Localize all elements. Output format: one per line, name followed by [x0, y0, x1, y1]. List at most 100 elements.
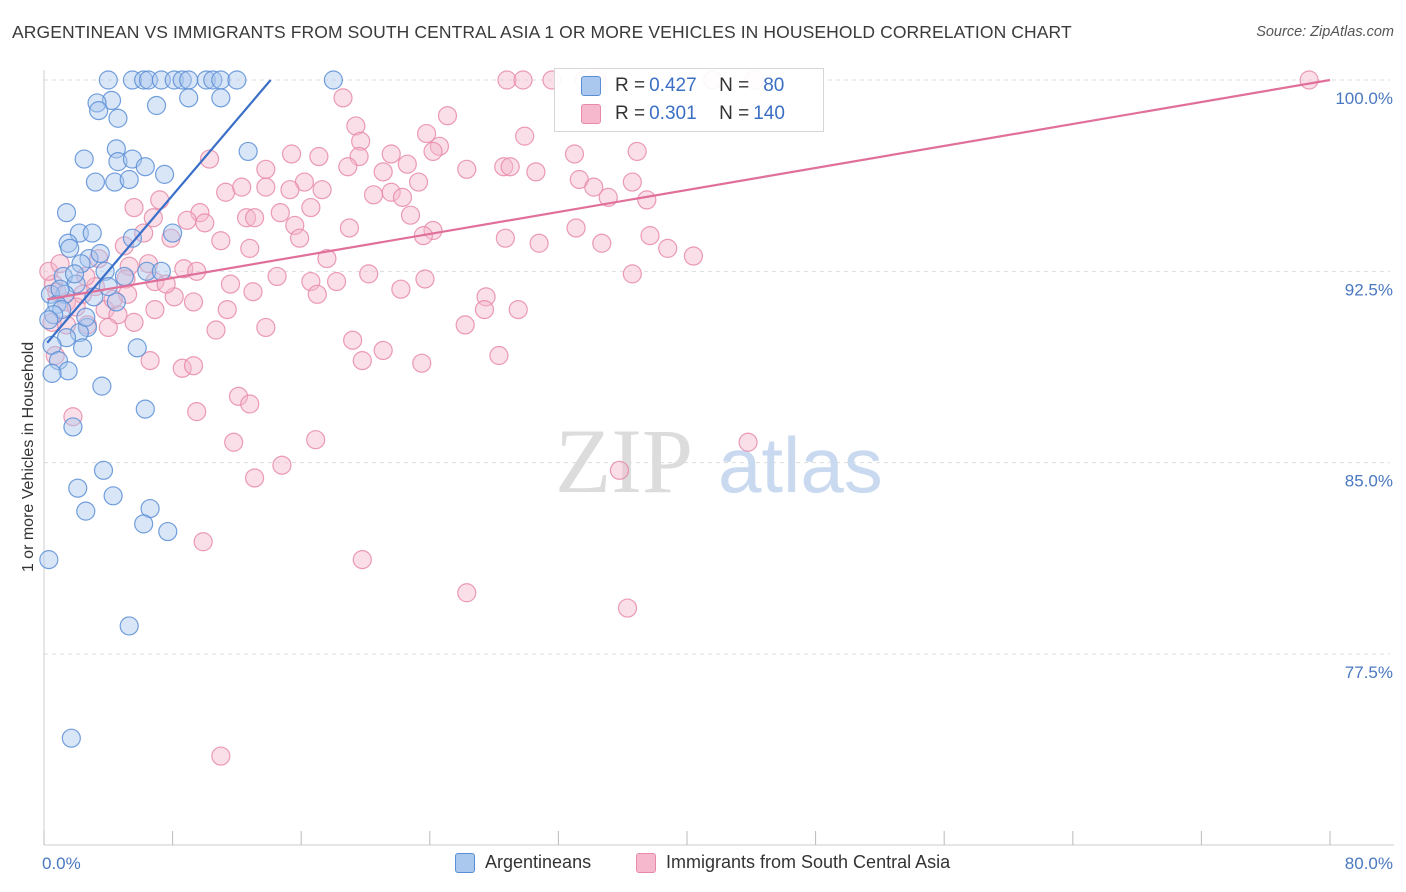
- data-point-immigrants: [232, 177, 252, 197]
- legend-r-label: R =: [615, 75, 646, 96]
- trend-lines: [46, 78, 1331, 344]
- data-point-argentineans: [122, 228, 143, 248]
- data-point-immigrants: [637, 190, 657, 210]
- data-point-immigrants: [627, 141, 647, 162]
- data-point-argentineans: [106, 292, 126, 312]
- data-point-immigrants: [381, 182, 401, 202]
- y-tick-label: 92.5%: [1345, 280, 1393, 299]
- data-point-immigrants: [352, 550, 372, 570]
- data-point-immigrants: [373, 162, 393, 182]
- data-point-immigrants: [416, 123, 437, 144]
- data-point-immigrants: [103, 289, 123, 309]
- data-point-immigrants: [256, 317, 276, 338]
- data-point-argentineans: [114, 266, 134, 287]
- data-point-argentineans: [90, 243, 110, 264]
- legend-row-argentineans: R = 0.427 N = 80: [581, 73, 784, 99]
- data-point-immigrants: [280, 180, 300, 200]
- legend-n-label: N =: [719, 103, 750, 124]
- data-point-argentineans: [163, 223, 183, 243]
- data-point-immigrants: [738, 432, 758, 452]
- data-point-argentineans: [127, 338, 147, 358]
- data-point-argentineans: [151, 261, 171, 281]
- data-point-immigrants: [683, 246, 704, 266]
- data-point-immigrants: [187, 261, 207, 281]
- data-point-immigrants: [124, 197, 144, 218]
- data-point-argentineans: [68, 478, 88, 498]
- data-point-argentineans: [98, 277, 118, 297]
- legend-n-value: 140: [753, 103, 785, 124]
- data-point-argentineans: [87, 93, 107, 113]
- chart-title: ARGENTINEAN VS IMMIGRANTS FROM SOUTH CEN…: [12, 22, 1072, 42]
- data-point-argentineans: [135, 399, 155, 419]
- data-point-immigrants: [217, 300, 237, 320]
- data-point-argentineans: [134, 514, 154, 534]
- data-point-argentineans: [154, 164, 175, 184]
- data-point-immigrants: [195, 213, 215, 233]
- data-point-immigrants: [392, 187, 413, 207]
- data-point-argentineans: [74, 149, 94, 169]
- x-tick-labels: 0.0% 80.0%: [42, 854, 1393, 873]
- data-point-immigrants: [309, 146, 329, 167]
- data-point-argentineans: [92, 376, 112, 396]
- data-point-argentineans: [211, 88, 231, 108]
- data-point-immigrants: [272, 455, 292, 475]
- data-point-immigrants: [150, 190, 170, 210]
- data-point-immigrants: [457, 159, 477, 179]
- data-point-immigrants: [333, 88, 353, 108]
- y-tick-labels: 77.5% 85.0% 92.5% 100.0%: [1335, 89, 1393, 682]
- data-point-argentineans: [227, 70, 247, 90]
- data-point-immigrants: [381, 144, 401, 164]
- data-point-immigrants: [500, 157, 520, 177]
- data-point-immigrants: [206, 320, 226, 340]
- x-tick-label: 80.0%: [1345, 854, 1393, 873]
- data-point-immigrants: [267, 266, 287, 287]
- legend-n-label: N =: [719, 75, 750, 96]
- data-point-argentineans: [119, 616, 139, 636]
- data-point-immigrants: [497, 70, 517, 90]
- data-point-immigrants: [244, 468, 265, 488]
- data-point-immigrants: [134, 223, 154, 243]
- data-point-immigrants: [98, 317, 118, 338]
- watermark: ZIP atlas: [555, 410, 883, 512]
- data-point-immigrants: [244, 208, 265, 228]
- data-point-immigrants: [397, 154, 417, 174]
- data-point-immigrants: [592, 233, 612, 253]
- data-point-immigrants: [338, 157, 358, 177]
- legend: R = 0.427 N = 80 R = 0.301 N = 140: [554, 68, 824, 132]
- data-point-immigrants: [307, 284, 327, 304]
- bottom-legend-label: Immigrants from South Central Asia: [666, 852, 951, 872]
- data-point-immigrants: [312, 180, 332, 200]
- data-point-immigrants: [39, 261, 59, 281]
- data-point-immigrants: [529, 233, 549, 253]
- data-point-immigrants: [412, 353, 432, 373]
- data-point-argentineans: [39, 550, 59, 570]
- data-point-immigrants: [437, 106, 458, 126]
- data-point-immigrants: [119, 256, 139, 276]
- data-point-immigrants: [363, 185, 384, 205]
- data-point-immigrants: [281, 144, 302, 164]
- data-point-immigrants: [228, 386, 249, 406]
- data-point-immigrants: [489, 345, 509, 366]
- data-point-immigrants: [508, 300, 528, 320]
- data-point-argentineans: [158, 521, 178, 542]
- data-point-argentineans: [72, 338, 93, 358]
- data-point-argentineans: [76, 307, 96, 327]
- x-tick-label: 0.0%: [42, 854, 81, 873]
- data-point-argentineans: [172, 70, 192, 90]
- data-point-immigrants: [124, 312, 144, 332]
- y-tick-label: 100.0%: [1335, 89, 1393, 108]
- data-point-immigrants: [429, 136, 450, 156]
- watermark-atlas: atlas: [718, 421, 883, 509]
- data-point-immigrants: [177, 210, 197, 230]
- data-point-immigrants: [495, 228, 515, 248]
- legend-row-immigrants: R = 0.301 N = 140: [581, 101, 785, 127]
- data-point-argentineans: [82, 223, 102, 243]
- data-point-immigrants: [193, 532, 213, 552]
- data-point-argentineans: [196, 70, 216, 90]
- data-point-immigrants: [183, 356, 204, 376]
- bottom-legend-label: Argentineans: [485, 852, 592, 872]
- y-axis-label: 1 or more Vehicles in Household: [20, 342, 37, 572]
- data-point-immigrants: [140, 351, 160, 371]
- data-point-argentineans: [71, 254, 91, 274]
